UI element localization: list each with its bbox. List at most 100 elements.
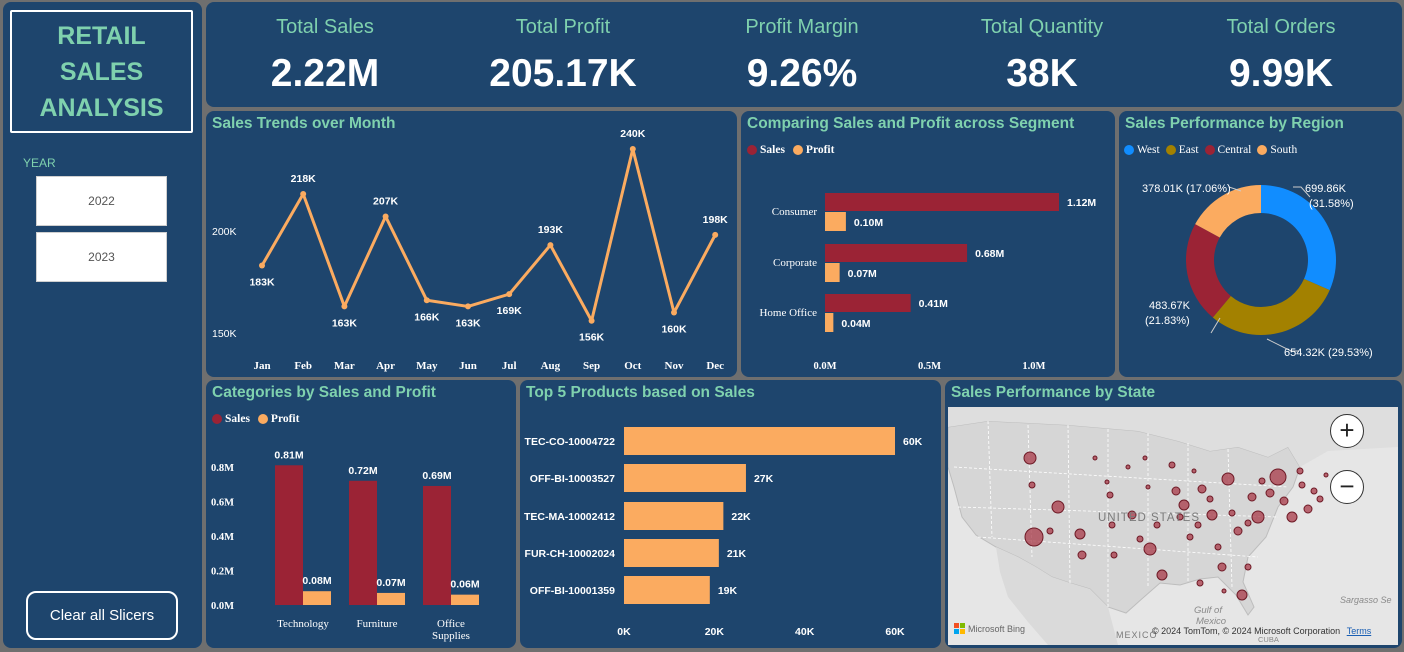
- x-tick-label: Feb: [294, 360, 312, 372]
- data-point: [382, 213, 389, 220]
- state-bubble: [1156, 569, 1168, 581]
- data-label: 163K: [455, 317, 481, 329]
- state-bubble: [1247, 492, 1257, 502]
- x-tick-label: Aug: [541, 360, 561, 372]
- product-bar: [624, 427, 895, 455]
- region-donut-chart: 699.86K (31.58%) 378.01K (17.06%) 483.67…: [1142, 183, 1373, 359]
- kpi-value: 9.99K: [1228, 52, 1334, 95]
- state-bubble: [1316, 495, 1324, 503]
- data-point: [259, 262, 265, 269]
- state-bubble: [1104, 479, 1110, 485]
- data-point: [588, 317, 595, 324]
- legend-west[interactable]: West: [1124, 144, 1160, 156]
- data-label: 183K: [249, 277, 275, 289]
- gulf-label-line: Mexico: [1196, 616, 1226, 627]
- sales-bar: [349, 480, 377, 605]
- state-bubble: [1074, 528, 1086, 540]
- product-bar: [624, 502, 724, 530]
- us-landmass: [948, 420, 1301, 616]
- clear-slicers-button[interactable]: Clear all Slicers: [26, 591, 178, 640]
- central-label: (21.83%): [1145, 315, 1190, 327]
- x-tick-label: 1.0M: [1022, 361, 1045, 372]
- segment-legend: Sales Profit: [747, 144, 834, 156]
- state-bubble: [1196, 579, 1204, 587]
- terms-link[interactable]: Terms: [1346, 626, 1372, 636]
- x-tick-label: 0.5M: [918, 361, 941, 372]
- kpi-label: Total Quantity: [980, 16, 1104, 38]
- microsoft-logo-icon: [954, 623, 965, 634]
- category-label: TEC-CO-10004722: [525, 436, 616, 448]
- x-tick-label: Jun: [459, 360, 477, 372]
- canada-landmass: [948, 407, 1398, 467]
- data-point: [547, 242, 554, 249]
- bar-label: 0.06M: [450, 579, 479, 591]
- sales-bar: [825, 193, 1059, 211]
- legend-label: Profit: [270, 413, 300, 425]
- state-bubble: [1191, 468, 1197, 474]
- data-label: 160K: [661, 324, 687, 336]
- profit-bar: [303, 591, 331, 605]
- state-bubble: [1125, 464, 1131, 470]
- segment-bar-chart: Consumer 1.12M 0.10M Corporate 0.68M 0.07M Hom…: [759, 193, 1096, 372]
- kpi-value: 9.26%: [746, 52, 858, 95]
- y-tick-label: 0.0M: [211, 601, 234, 612]
- state-bubble: [1178, 499, 1190, 511]
- sargasso-label: Sargasso Se: [1340, 595, 1392, 605]
- state-bubble: [1153, 521, 1161, 529]
- state-bubble: [1023, 451, 1037, 465]
- kpi-strip: Total Sales 2.22M Total Profit 205.17K P…: [206, 2, 1402, 107]
- x-tick-label: Sep: [583, 360, 600, 372]
- state-bubble: [1197, 484, 1207, 494]
- categories-legend: Sales Profit: [212, 413, 299, 425]
- categories-panel: Categories by Sales and Profit Sales Pro…: [206, 380, 516, 648]
- state-bubble: [1258, 477, 1266, 485]
- sales-bar: [825, 294, 911, 312]
- y-tick-label: 0.2M: [211, 567, 234, 578]
- data-label: 169K: [497, 305, 523, 317]
- profit-bar: [825, 313, 834, 332]
- data-label: 163K: [332, 317, 358, 329]
- legend-profit[interactable]: Profit: [792, 144, 834, 156]
- x-tick-label: Mar: [334, 360, 355, 372]
- state-map[interactable]: UNITED STATES Gulf of Mexico MEXICO Sarg…: [948, 407, 1398, 645]
- data-point: [506, 291, 513, 298]
- category-label: Corporate: [773, 257, 817, 269]
- data-label: 193K: [538, 224, 564, 236]
- bar-label: 21K: [727, 548, 747, 560]
- data-point: [712, 231, 719, 238]
- x-tick-label: Apr: [376, 360, 395, 372]
- data-point: [671, 309, 677, 316]
- legend-central[interactable]: Central: [1204, 144, 1251, 156]
- y-tick-label: 0.4M: [211, 532, 234, 543]
- data-point: [341, 303, 348, 310]
- legend-sales[interactable]: Sales: [747, 144, 785, 156]
- legend-profit[interactable]: Profit: [257, 413, 300, 425]
- gulf-label: Gulf of Mexico: [1194, 605, 1226, 627]
- leader-line: [1210, 317, 1221, 334]
- year-slicer-item-2022[interactable]: 2022: [36, 176, 167, 226]
- sales-bar: [825, 244, 968, 262]
- bar-label: 27K: [754, 473, 774, 485]
- state-bubble: [1251, 510, 1265, 524]
- panel-title: Sales Performance by State: [951, 384, 1156, 401]
- legend-east[interactable]: East: [1165, 144, 1199, 156]
- state-bubble: [1110, 551, 1118, 559]
- year-slicer-item-2023[interactable]: 2023: [36, 232, 167, 282]
- legend-sales[interactable]: Sales: [212, 413, 250, 425]
- x-tick-label: Technology: [277, 618, 329, 630]
- state-bubble: [1046, 527, 1054, 535]
- kpi-value: 38K: [1006, 52, 1078, 95]
- state-bubble: [1171, 486, 1181, 496]
- panel-title: Sales Trends over Month: [212, 115, 396, 132]
- state-bubble: [1136, 535, 1144, 543]
- copyright-text: © 2024 TomTom, © 2024 Microsoft Corporat…: [1152, 626, 1341, 636]
- zoom-out-button[interactable]: −: [1330, 470, 1364, 504]
- x-tick-label: Office: [437, 618, 465, 630]
- state-bubble: [1244, 563, 1252, 571]
- y-tick-label: 150K: [212, 328, 237, 340]
- cuba-label: CUBA: [1258, 635, 1279, 644]
- x-tick-label: 40K: [795, 626, 815, 638]
- zoom-in-button[interactable]: +: [1330, 414, 1364, 448]
- legend-south[interactable]: South: [1257, 144, 1297, 156]
- west-label: (31.58%): [1309, 198, 1354, 210]
